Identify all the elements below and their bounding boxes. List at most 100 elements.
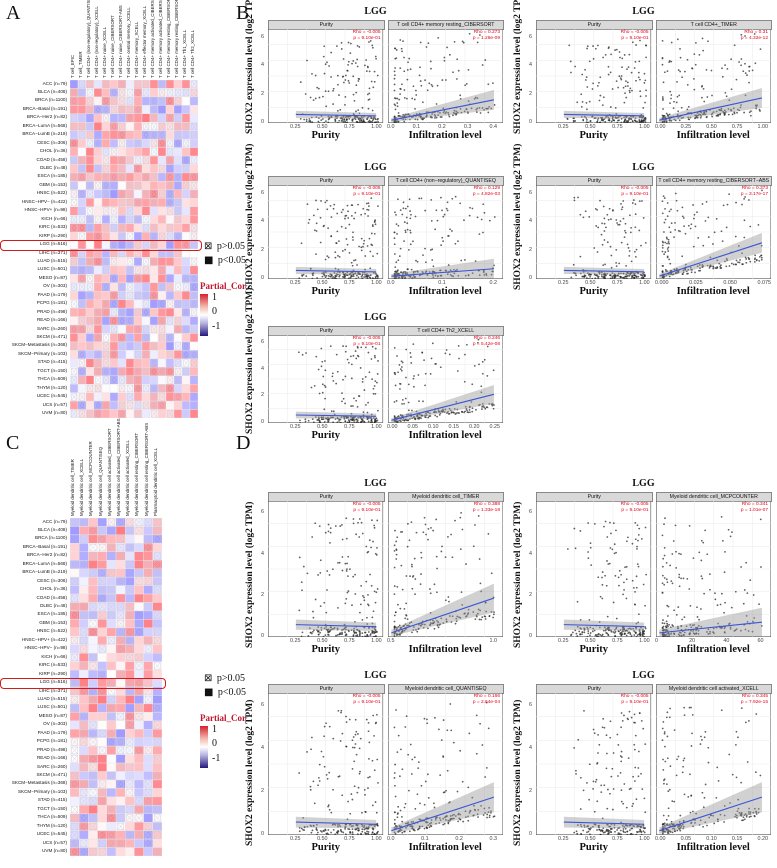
data-point	[305, 118, 308, 121]
data-point	[664, 268, 667, 271]
data-point	[318, 96, 321, 99]
data-point	[606, 272, 609, 275]
heatmap-cell	[189, 206, 198, 216]
data-point	[307, 635, 310, 637]
scatter-figure: LGG SHOX2 expression level (log2 TPM) 0 2 4 6…	[242, 0, 509, 148]
nonsig-marker	[71, 97, 77, 105]
nonsig-marker	[87, 317, 93, 325]
nonsig-cross	[119, 80, 125, 88]
nonsig-marker	[89, 687, 97, 695]
heatmap-cell	[143, 754, 153, 764]
data-point	[481, 402, 484, 405]
nonsig-cross	[111, 325, 117, 333]
nonsig-marker	[175, 198, 181, 207]
nonsig-cross	[71, 738, 78, 746]
heatmap-cell	[85, 164, 95, 174]
data-point	[666, 202, 669, 204]
data-point	[672, 100, 675, 103]
nonsig-cross	[143, 292, 149, 299]
data-point	[704, 220, 706, 222]
nonsig-marker	[167, 148, 173, 156]
heatmap-row-label: CESC (n=306)	[36, 139, 67, 145]
heatmap-cell	[181, 80, 191, 89]
nonsig-marker	[71, 560, 78, 569]
nonsig-marker	[80, 662, 88, 670]
data-point	[352, 418, 355, 421]
rho-value: Rho = 0.373	[741, 186, 768, 191]
nonsig-marker	[79, 173, 85, 181]
data-point	[474, 408, 477, 411]
nonsig-marker	[183, 351, 189, 359]
data-point	[368, 237, 371, 240]
data-point	[374, 380, 377, 383]
data-point	[363, 389, 366, 391]
nonsig-marker	[191, 224, 197, 232]
nonsig-cross	[108, 687, 115, 695]
nonsig-marker	[119, 89, 125, 97]
nonsig-marker	[175, 97, 181, 105]
data-point	[608, 207, 611, 210]
data-point	[572, 119, 575, 122]
data-point	[718, 113, 721, 116]
data-point	[493, 104, 496, 106]
data-point	[631, 274, 634, 277]
data-point	[396, 259, 399, 262]
data-point	[376, 252, 379, 255]
data-point	[639, 78, 641, 81]
heatmap-cell	[78, 593, 89, 603]
data-point	[727, 113, 730, 116]
nonsig-marker	[144, 569, 152, 577]
x-tick-label: 0.1	[412, 124, 421, 130]
nonsig-marker	[135, 653, 143, 661]
y-tick-label: 2	[529, 246, 532, 253]
nonsig-marker	[71, 139, 77, 147]
nonsig-cross	[103, 224, 109, 232]
nonsig-marker	[127, 393, 133, 401]
heatmap-cell	[165, 274, 175, 284]
nonsig-cross	[154, 552, 161, 560]
data-point	[395, 223, 397, 226]
data-point	[599, 199, 601, 202]
data-point	[344, 227, 347, 230]
data-point	[428, 271, 431, 273]
heatmap-row-label: GBM (n=153)	[39, 181, 67, 187]
data-point	[406, 113, 409, 115]
nonsig-marker	[80, 755, 88, 763]
data-point	[400, 366, 403, 368]
nonsig-marker	[89, 653, 97, 661]
data-point	[455, 268, 458, 271]
data-point	[416, 118, 418, 121]
heatmap-cell	[125, 409, 135, 418]
data-point	[364, 273, 366, 276]
data-point	[371, 345, 374, 348]
data-point	[626, 81, 629, 84]
nonsig-marker	[191, 131, 197, 139]
heatmap-cell	[93, 282, 103, 292]
data-point	[355, 84, 358, 87]
data-point	[633, 272, 636, 275]
data-point	[371, 632, 374, 634]
nonsig-cross	[126, 789, 134, 797]
heatmap-cell	[70, 568, 80, 578]
nonsig-cross	[183, 283, 189, 291]
nonsig-cross	[144, 535, 152, 543]
data-point	[365, 59, 368, 61]
nonsig-cross	[80, 730, 88, 737]
nonsig-cross	[151, 258, 157, 266]
data-point	[632, 276, 635, 279]
heatmap-cell	[181, 257, 191, 267]
heatmap-cell	[88, 518, 98, 527]
data-point	[686, 116, 689, 119]
nonsig-cross	[126, 687, 134, 695]
nonsig-marker	[80, 780, 88, 788]
data-point	[407, 249, 410, 251]
heatmap-cell	[85, 198, 95, 207]
data-point	[401, 419, 404, 421]
data-point	[643, 72, 646, 75]
nonsig-marker	[127, 156, 133, 164]
nonsig-cross	[103, 266, 109, 274]
data-point	[445, 412, 448, 414]
heatmap-cell	[149, 307, 159, 317]
facet-plot	[387, 335, 503, 423]
nonsig-marker	[98, 544, 106, 552]
